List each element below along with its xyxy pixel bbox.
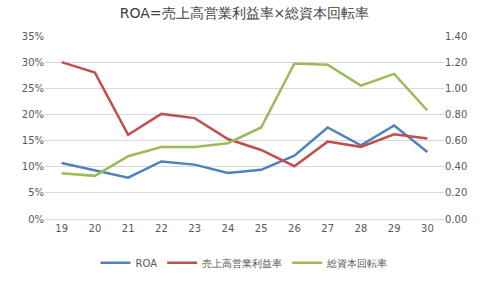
svg-text:20: 20 (89, 223, 102, 234)
svg-text:30%: 30% (22, 57, 44, 68)
svg-text:1.00: 1.00 (445, 83, 467, 94)
svg-text:28: 28 (355, 223, 368, 234)
svg-text:26: 26 (288, 223, 301, 234)
svg-text:0.00: 0.00 (445, 214, 467, 225)
svg-text:35%: 35% (22, 31, 44, 42)
svg-text:ROA: ROA (136, 258, 158, 269)
svg-text:売上高営業利益率: 売上高営業利益率 (202, 258, 282, 269)
svg-text:23: 23 (188, 223, 201, 234)
svg-text:21: 21 (122, 223, 135, 234)
svg-text:27: 27 (321, 223, 334, 234)
svg-text:1.20: 1.20 (445, 57, 467, 68)
svg-text:10%: 10% (22, 161, 44, 172)
svg-text:24: 24 (222, 223, 235, 234)
svg-text:20%: 20% (22, 109, 44, 120)
svg-text:0.20: 0.20 (445, 187, 467, 198)
svg-text:0%: 0% (28, 214, 44, 225)
svg-text:0.80: 0.80 (445, 109, 467, 120)
svg-text:22: 22 (155, 223, 168, 234)
svg-text:0.40: 0.40 (445, 161, 467, 172)
svg-text:29: 29 (388, 223, 401, 234)
svg-text:1.40: 1.40 (445, 31, 467, 42)
svg-text:15%: 15% (22, 135, 44, 146)
svg-text:0.60: 0.60 (445, 135, 467, 146)
svg-text:ROA=売上高営業利益率×総資本回転率: ROA=売上高営業利益率×総資本回転率 (120, 5, 370, 21)
svg-text:5%: 5% (28, 187, 44, 198)
svg-text:総資本回転率: 総資本回転率 (326, 258, 387, 269)
svg-text:25: 25 (255, 223, 268, 234)
svg-text:19: 19 (55, 223, 68, 234)
svg-text:25%: 25% (22, 83, 44, 94)
svg-text:30: 30 (421, 223, 434, 234)
